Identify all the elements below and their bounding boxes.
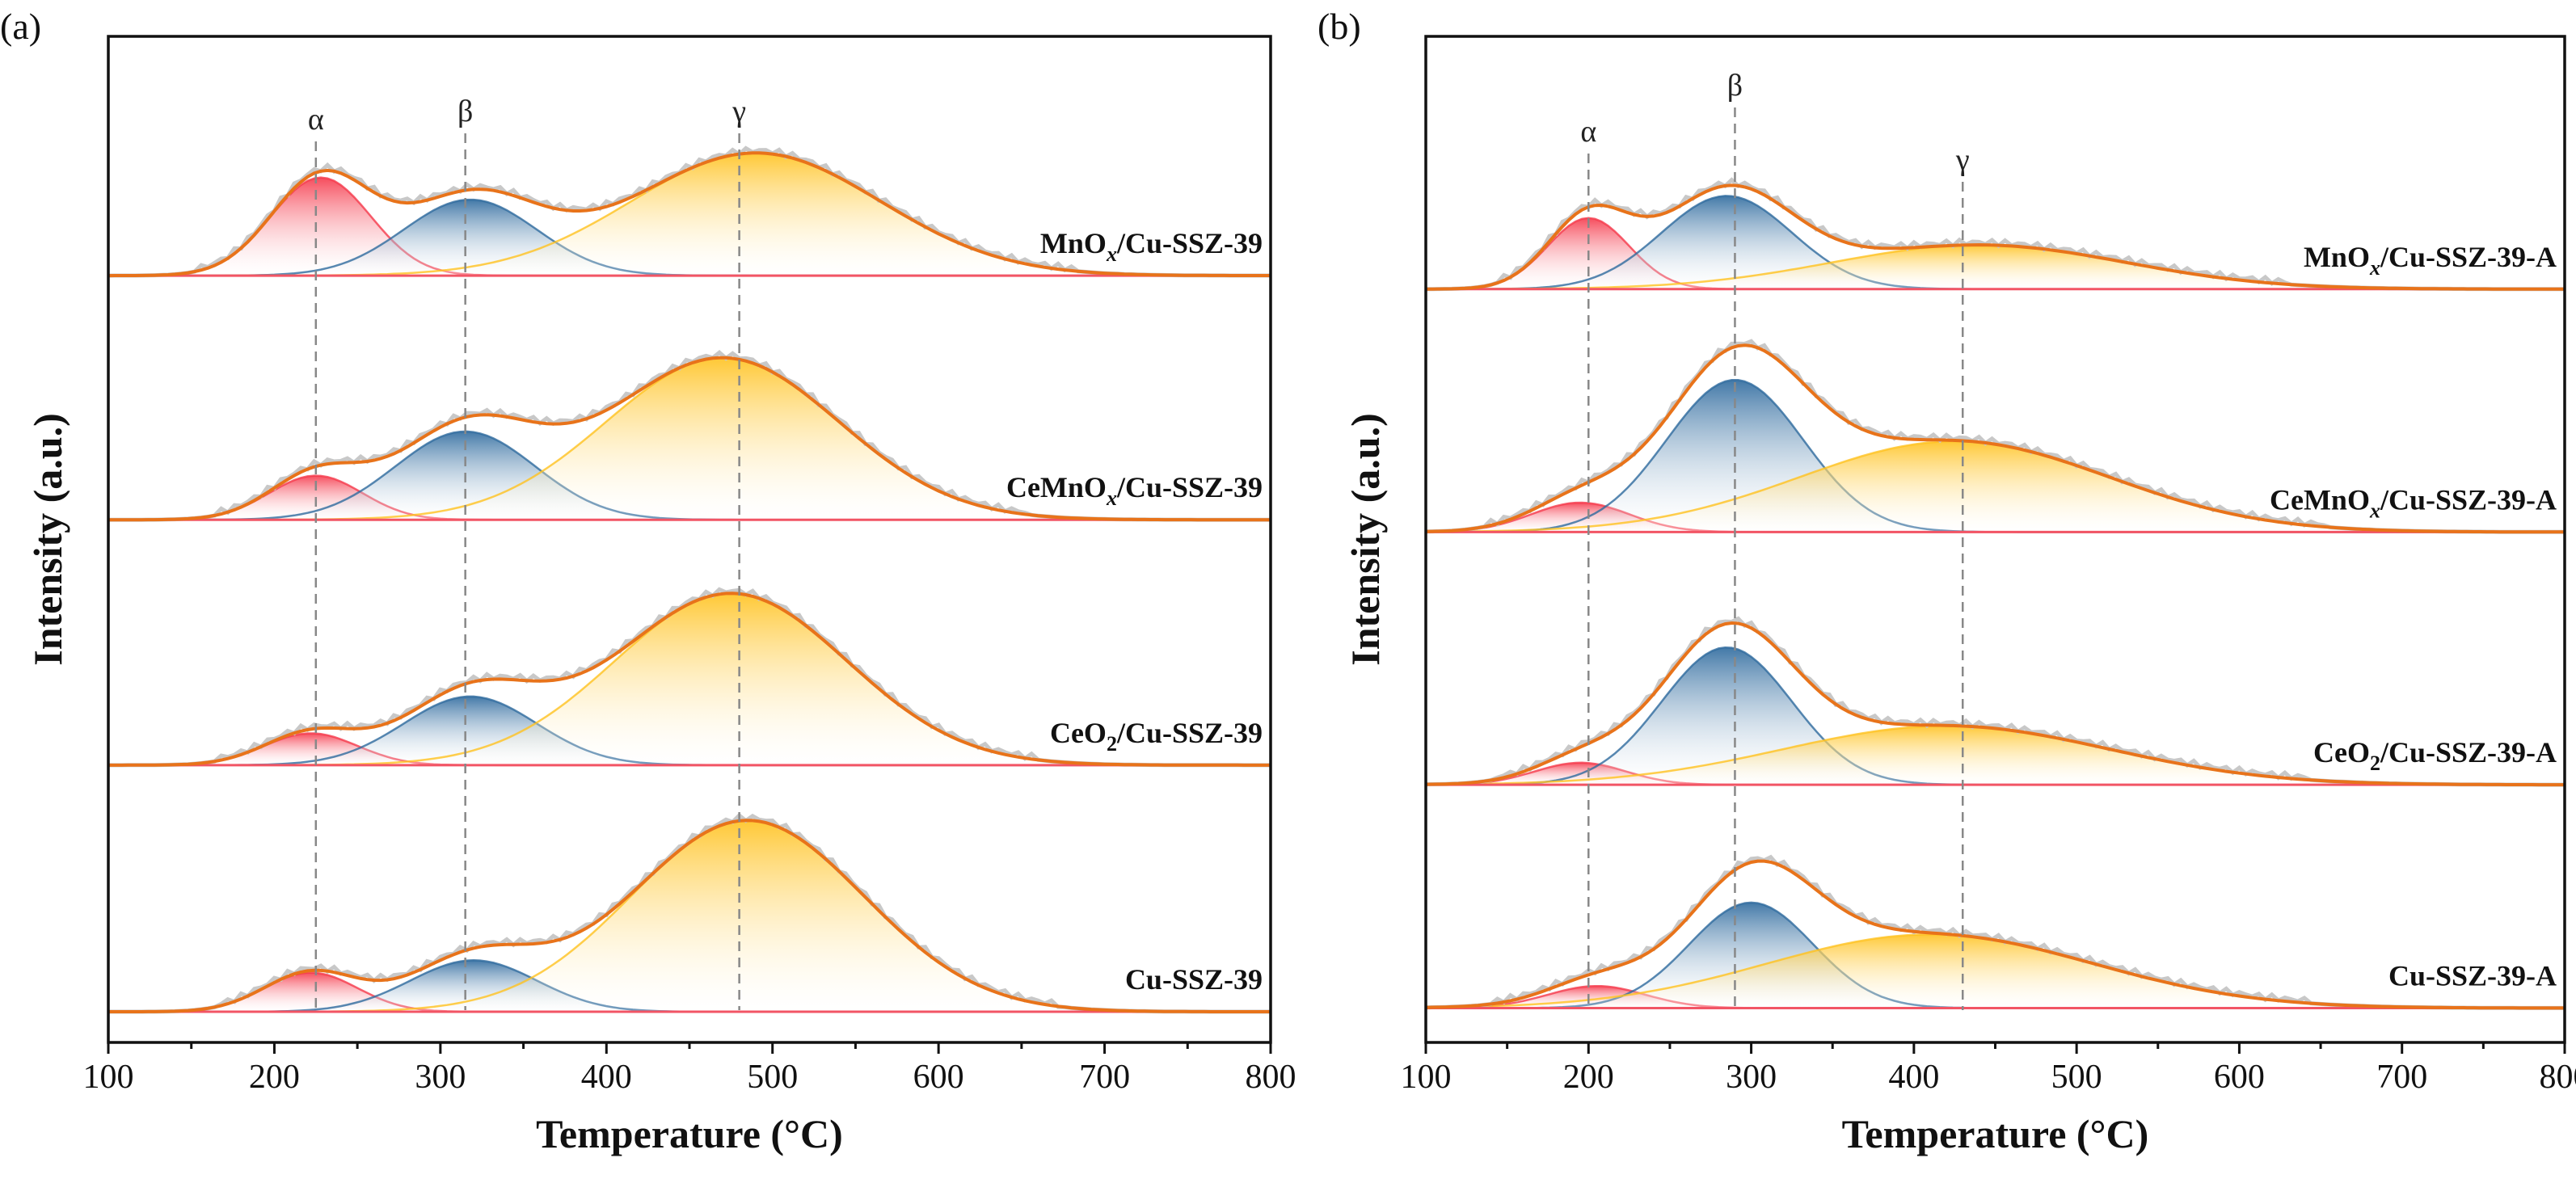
fitted-envelope-line (108, 819, 1271, 1013)
fitted-envelope-line (1425, 859, 2565, 1010)
peak-marker-label: γ (1955, 143, 1970, 177)
x-tick-label: 100 (83, 1059, 134, 1096)
trace-group: Cu-SSZ-39-A (1425, 854, 2565, 1010)
sample-label-text: MnO (2304, 241, 2370, 273)
x-tick-label: 500 (747, 1059, 798, 1096)
panel-a: MnOx/Cu-SSZ-39CeMnOx/Cu-SSZ-39CeO2/Cu-SS… (0, 6, 1296, 1156)
x-tick-label: 200 (249, 1059, 300, 1096)
peak-marker-label: β (1727, 69, 1743, 103)
peak-fill-gamma (1426, 726, 2565, 785)
sample-label-subscript: x (2369, 256, 2380, 280)
y-axis-title: Intensity (a.u.) (25, 413, 70, 666)
peak-fill-alpha (1426, 217, 2565, 289)
peak-fill-beta (108, 696, 1271, 765)
peak-fill-alpha (108, 972, 1271, 1013)
trace-group: MnOx/Cu-SSZ-39-A (1426, 177, 2565, 292)
fitted-envelope-line (108, 356, 1271, 522)
trace-group: CeMnOx/Cu-SSZ-39 (108, 350, 1271, 522)
sample-label: CeMnOx/Cu-SSZ-39-A (2270, 483, 2557, 522)
sample-label-subscript: 2 (1107, 732, 1117, 756)
x-tick-label: 400 (581, 1059, 632, 1096)
sample-label-text: /Cu-SSZ-39-A (2380, 736, 2557, 768)
peak-fill-beta (108, 960, 1271, 1013)
sample-label-text: CeMnO (2270, 483, 2370, 516)
peak-fill-alpha (108, 475, 1271, 520)
fitted-envelope-line (1426, 183, 2565, 291)
x-tick-label: 600 (913, 1059, 964, 1096)
sample-label-subscript: x (1106, 486, 1117, 510)
peak-marker-label: β (457, 95, 473, 128)
fitted-envelope-line (108, 151, 1271, 278)
fitted-envelope-line (108, 592, 1271, 767)
fitted-envelope-line (1425, 621, 2565, 787)
peak-fill-gamma (108, 593, 1271, 765)
sample-label-text: /Cu-SSZ-39 (1116, 471, 1263, 503)
trace-group: Cu-SSZ-39 (108, 812, 1271, 1014)
peak-fill-beta (108, 431, 1271, 520)
peak-fill-gamma (1426, 245, 2565, 289)
peak-marker-label: α (308, 103, 324, 137)
peak-marker-label: γ (731, 95, 746, 128)
peak-fill-gamma (108, 153, 1271, 276)
trace-group: MnOx/Cu-SSZ-39 (108, 145, 1271, 278)
peak-fill-beta (108, 200, 1271, 276)
x-tick-label: 500 (2051, 1059, 2102, 1096)
trace-group: CeO2/Cu-SSZ-39 (108, 587, 1271, 768)
x-tick-label: 100 (1401, 1059, 1452, 1096)
x-tick-label: 300 (415, 1059, 466, 1096)
sample-label: MnOx/Cu-SSZ-39-A (2304, 241, 2557, 280)
sample-label: Cu-SSZ-39-A (2388, 959, 2557, 992)
x-tick-label: 400 (1888, 1059, 1939, 1096)
peak-marker-label: α (1580, 115, 1596, 149)
peak-fill-alpha (108, 733, 1271, 765)
x-tick-label: 200 (1563, 1059, 1614, 1096)
sample-label-text: /Cu-SSZ-39-A (2380, 241, 2557, 273)
peak-fill-gamma (1426, 441, 2565, 533)
peak-fill-gamma (108, 820, 1271, 1013)
panel-b: MnOx/Cu-SSZ-39-ACeMnOx/Cu-SSZ-39-ACeO2/C… (1318, 6, 2576, 1156)
x-tick-label: 800 (2540, 1059, 2576, 1096)
sample-label-text: CeMnO (1006, 471, 1107, 503)
sample-label-text: Cu-SSZ-39-A (2388, 959, 2557, 992)
y-axis-title: Intensity (a.u.) (1343, 413, 1388, 666)
x-tick-label: 800 (1246, 1059, 1296, 1096)
trace-group: CeO2/Cu-SSZ-39-A (1425, 616, 2565, 787)
peak-fill-beta (1426, 647, 2565, 785)
sample-label: CeO2/Cu-SSZ-39-A (2313, 736, 2557, 775)
panel-label: (a) (0, 6, 41, 47)
peak-fill-gamma (108, 357, 1271, 520)
sample-label-text: /Cu-SSZ-39 (1116, 717, 1263, 749)
sample-label-text: CeO (1050, 717, 1107, 749)
sample-label-text: Cu-SSZ-39 (1125, 963, 1263, 996)
sample-label-text: MnO (1040, 227, 1107, 259)
sample-label-text: CeO (2313, 736, 2370, 768)
sample-label-subscript: x (2369, 499, 2380, 522)
fitted-envelope-line (1425, 343, 2565, 534)
x-tick-label: 300 (1726, 1059, 1777, 1096)
sample-label: MnOx/Cu-SSZ-39 (1040, 227, 1263, 266)
sample-label: Cu-SSZ-39 (1125, 963, 1263, 996)
peak-fill-beta (1426, 380, 2565, 533)
peak-fill-beta (1426, 196, 2565, 289)
x-axis-title: Temperature (°C) (1842, 1111, 2149, 1156)
sample-label-subscript: 2 (2370, 752, 2380, 775)
x-axis-title: Temperature (°C) (536, 1111, 843, 1156)
sample-label-text: /Cu-SSZ-39 (1116, 227, 1263, 259)
panel-label: (b) (1318, 6, 1361, 47)
peak-fill-gamma (1426, 934, 2565, 1008)
sample-label-text: /Cu-SSZ-39-A (2380, 483, 2557, 516)
x-tick-label: 600 (2214, 1059, 2265, 1096)
x-tick-label: 700 (2376, 1059, 2427, 1096)
x-tick-label: 700 (1079, 1059, 1130, 1096)
sample-label-subscript: x (1106, 242, 1117, 266)
sample-label: CeO2/Cu-SSZ-39 (1050, 717, 1263, 756)
plot-frame (1424, 35, 2566, 1044)
trace-group: CeMnOx/Cu-SSZ-39-A (1425, 339, 2565, 534)
sample-label: CeMnOx/Cu-SSZ-39 (1006, 471, 1263, 510)
